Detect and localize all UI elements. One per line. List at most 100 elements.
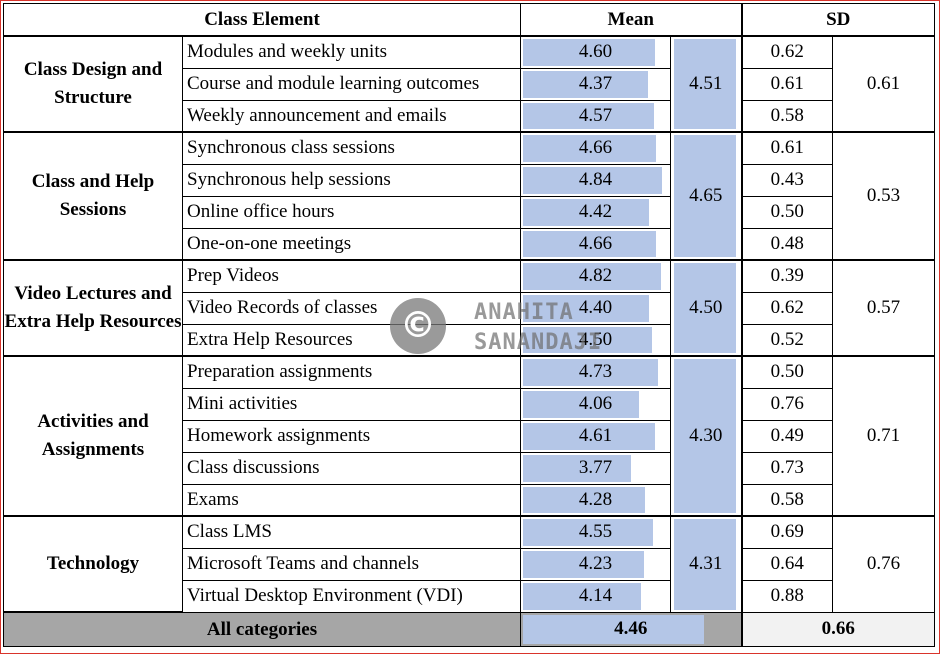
item-label: Extra Help Resources — [182, 323, 521, 357]
item-mean: 4.23 — [520, 547, 671, 581]
table-row: Technology Class LMS 4.55 4.31 0.69 0.76 — [3, 515, 935, 613]
table-row: Activities and Assignments Preparation as… — [3, 355, 935, 517]
item-mean: 4.66 — [520, 131, 671, 165]
category-mean-value: 4.65 — [689, 185, 723, 206]
item-sd: 0.50 — [740, 195, 833, 229]
category-sd: 0.53 — [832, 131, 935, 261]
item-label: Preparation assignments — [182, 355, 521, 389]
item-mean-value: 4.66 — [578, 137, 613, 159]
category-mean-bar — [674, 519, 736, 610]
item-mean-bar — [523, 550, 644, 578]
category-mean-value: 4.50 — [689, 297, 723, 318]
item-sd: 0.58 — [740, 483, 833, 517]
item-mean-value: 4.23 — [578, 553, 613, 574]
item-sd: 0.50 — [740, 355, 833, 389]
table-row: Class and Help Sessions Synchronous class… — [3, 131, 935, 261]
category-label: Class Design and Structure — [3, 35, 183, 133]
item-label: One-on-one meetings — [182, 227, 521, 261]
item-label: Virtual Desktop Environment (VDI) — [182, 579, 521, 613]
category-sd: 0.61 — [832, 35, 935, 133]
category-label: Activities and Assignments — [3, 355, 183, 517]
footer-label: All categories — [3, 611, 521, 647]
item-label: Course and module learning outcomes — [182, 67, 521, 101]
item-label: Mini activities — [182, 387, 521, 421]
item-mean: 4.42 — [520, 195, 671, 229]
item-label: Class discussions — [182, 451, 521, 485]
item-mean-value: 4.60 — [578, 41, 613, 63]
item-mean-bar — [523, 198, 649, 226]
item-mean-bar — [523, 294, 649, 322]
item-label: Class LMS — [182, 515, 521, 549]
item-sd: 0.73 — [740, 451, 833, 485]
header-sd: SD — [740, 3, 935, 37]
item-mean-value: 4.14 — [578, 585, 613, 606]
item-mean-bar — [523, 486, 645, 513]
footer-mean-bar — [523, 614, 704, 644]
table-row: Class discussions 3.77 0.73 — [4, 451, 935, 485]
item-mean: 4.84 — [520, 163, 671, 197]
item-sd: 0.52 — [740, 323, 833, 357]
item-mean-bar — [523, 326, 652, 353]
item-mean: 4.37 — [520, 67, 671, 101]
item-sd: 0.64 — [740, 547, 833, 581]
table-row: Video Records of classes 4.40 0.62 — [4, 291, 935, 325]
category-mean-value: 4.31 — [689, 553, 723, 575]
category-sd: 0.76 — [832, 515, 935, 613]
category-mean-bar — [674, 135, 736, 257]
item-mean-value: 4.37 — [578, 73, 613, 94]
item-sd: 0.61 — [740, 67, 833, 101]
category-sd: 0.71 — [832, 355, 935, 517]
table-row: Video Lectures and Extra Help Resources P… — [3, 259, 935, 357]
item-mean-bar — [523, 166, 662, 194]
item-sd: 0.49 — [740, 419, 833, 453]
item-label: Prep Videos — [182, 259, 521, 293]
item-sd: 0.88 — [740, 579, 833, 613]
item-label: Exams — [182, 483, 521, 517]
item-mean: 4.82 — [520, 259, 671, 293]
category-mean-bar — [674, 263, 736, 353]
item-mean-bar — [523, 519, 653, 546]
item-label: Online office hours — [182, 195, 521, 229]
footer-mean: 4.46 — [520, 611, 742, 647]
table-row: Mini activities 4.06 0.76 — [4, 387, 935, 421]
survey-results-table: Class Element Mean SD Class Design and S… — [3, 3, 935, 647]
item-mean-bar — [523, 230, 656, 257]
item-mean-value: 4.73 — [578, 361, 613, 383]
header-mean: Mean — [520, 3, 742, 37]
item-mean-bar — [523, 39, 655, 66]
item-mean: 3.77 — [520, 451, 671, 485]
table-row: Virtual Desktop Environment (VDI) 4.14 0.8… — [4, 579, 935, 613]
item-sd: 0.43 — [740, 163, 833, 197]
category-mean: 4.30 — [670, 355, 742, 517]
item-label: Video Records of classes — [182, 291, 521, 325]
item-mean-bar — [523, 70, 648, 98]
item-mean-value: 4.55 — [578, 521, 613, 543]
item-mean-value: 4.50 — [578, 328, 613, 350]
item-mean-value: 4.40 — [578, 297, 613, 318]
item-mean: 4.66 — [520, 227, 671, 261]
category-mean: 4.31 — [670, 515, 742, 613]
item-mean-value: 4.57 — [578, 104, 613, 126]
item-sd: 0.62 — [740, 35, 833, 69]
item-label: Modules and weekly units — [182, 35, 521, 69]
item-sd: 0.76 — [740, 387, 833, 421]
category-mean: 4.51 — [670, 35, 742, 133]
item-mean-value: 4.06 — [578, 393, 613, 414]
table-row: Synchronous help sessions 4.84 0.43 — [4, 163, 935, 197]
item-sd: 0.69 — [740, 515, 833, 549]
footer-row: All categories 4.46 0.66 — [3, 611, 935, 647]
category-mean-value: 4.51 — [689, 73, 723, 94]
item-mean-bar — [523, 135, 656, 162]
item-mean-bar — [523, 454, 631, 482]
item-mean-bar — [523, 582, 641, 610]
item-mean: 4.14 — [520, 579, 671, 613]
category-mean-bar — [674, 39, 736, 129]
footer-mean-value: 4.46 — [614, 618, 648, 640]
category-label: Video Lectures and Extra Help Resources — [3, 259, 183, 357]
item-mean: 4.57 — [520, 99, 671, 133]
item-label: Synchronous help sessions — [182, 163, 521, 197]
item-mean: 4.28 — [520, 483, 671, 517]
table-row: Online office hours 4.42 0.50 — [4, 195, 935, 229]
table-row: Weekly announcement and emails 4.57 0.58 — [4, 99, 935, 133]
item-mean: 4.06 — [520, 387, 671, 421]
